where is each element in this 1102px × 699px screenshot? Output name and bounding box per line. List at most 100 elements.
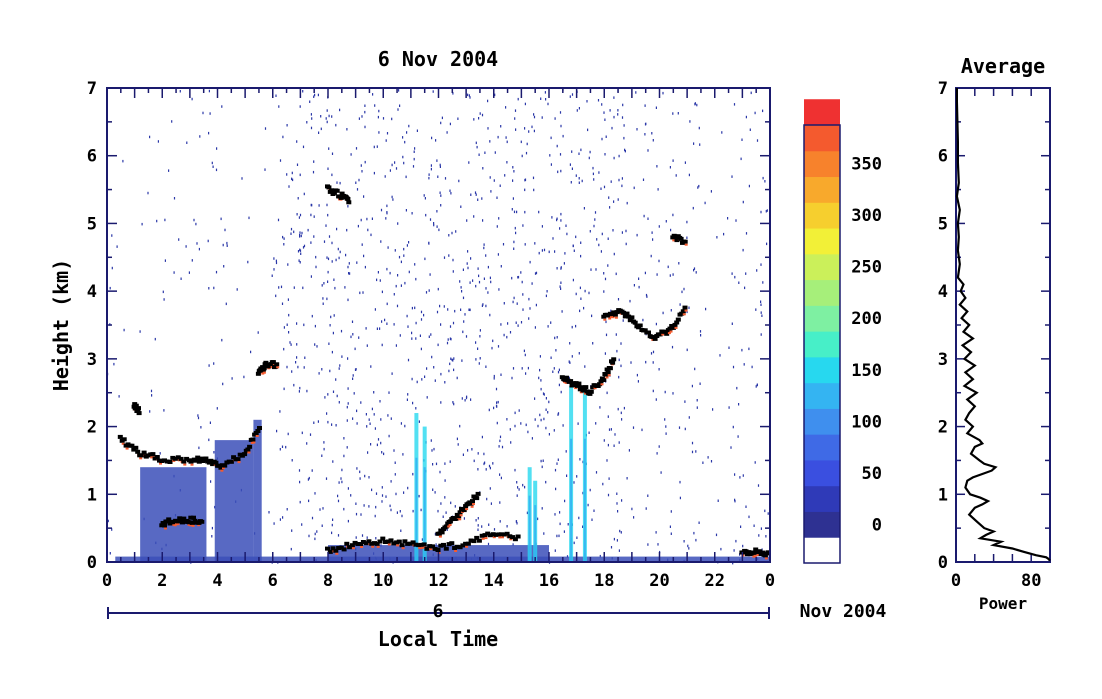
layer-blob (186, 520, 192, 525)
layer-blob (670, 325, 676, 330)
layer-blob (427, 544, 433, 549)
x-tick-label: 12 (428, 571, 448, 591)
layer-blob (410, 540, 416, 545)
layer-blob (263, 360, 269, 365)
layer-core (197, 524, 201, 527)
layer-blob (435, 548, 441, 552)
layer-blob (590, 385, 596, 390)
layer-core (447, 525, 451, 528)
colorbar-labels: 0 50 100 150 200 250 300 350 (851, 155, 882, 536)
layer-blob (575, 383, 580, 388)
colorbar-cell (804, 125, 840, 152)
layer-blob (454, 544, 460, 549)
cloud-layer (601, 305, 688, 341)
profile-frame (955, 87, 1051, 563)
layer-core (396, 544, 400, 547)
layer-blob (255, 429, 261, 433)
layer-blob (673, 234, 679, 239)
profile-y-tick-label: 0 (938, 553, 948, 573)
layer-core (125, 447, 129, 450)
layer-blob (154, 455, 160, 459)
layer-blob (562, 377, 568, 382)
layer-blob (399, 543, 405, 548)
layer-blob (178, 456, 184, 461)
layer-blob (743, 549, 749, 554)
layer-blob (680, 309, 686, 314)
layer-blob (135, 408, 141, 413)
layer-core (481, 537, 485, 540)
y-tick-label: 1 (87, 485, 97, 505)
layer-blob (627, 318, 633, 323)
layer-blob (121, 437, 127, 442)
layer-blob (150, 452, 156, 457)
layer-blob (452, 546, 458, 550)
echo-column-core (423, 467, 426, 562)
layer-core (335, 552, 339, 555)
x-tick-label: 6 (268, 571, 278, 591)
layer-blob (642, 328, 648, 333)
profile-line (955, 88, 1051, 562)
layer-core (458, 518, 462, 521)
x-axis-label: Local Time (378, 627, 498, 651)
layer-blob (662, 329, 668, 334)
layer-blob (135, 449, 141, 454)
layer-blob (199, 519, 205, 524)
layer-core (252, 441, 256, 444)
layer-blob (341, 547, 347, 552)
layer-core (574, 387, 578, 390)
layer-blob (675, 317, 681, 322)
profile-y-tick-label: 2 (938, 418, 948, 438)
layer-core (371, 545, 375, 548)
x-tick-label: 14 (484, 571, 504, 591)
layer-core (593, 387, 597, 390)
layer-blob (195, 455, 201, 460)
colorbar-cell (804, 537, 840, 563)
layer-core (164, 527, 167, 530)
layer-blob (485, 531, 491, 536)
layer-core (756, 554, 760, 556)
layer-blob (583, 385, 589, 390)
layer-blob (261, 366, 267, 371)
layer-core (255, 435, 259, 437)
y-tick-label: 2 (87, 418, 97, 438)
layer-blob (463, 541, 469, 546)
layer-blob (751, 550, 757, 555)
layer-blob (338, 545, 344, 550)
cloud-layer (670, 233, 688, 246)
layer-blob (605, 370, 611, 375)
layer-blob (167, 460, 173, 464)
y-tick-label: 4 (87, 282, 97, 302)
layer-core (121, 442, 125, 445)
layer-blob (355, 542, 361, 546)
colorbar-cells (804, 99, 840, 563)
layer-blob (346, 200, 352, 205)
layer-core (607, 374, 611, 377)
layer-blob (385, 539, 391, 544)
layer-blob (117, 434, 123, 439)
layer-core (684, 309, 688, 312)
profile-y-tick-label: 3 (938, 350, 948, 370)
x-tick-label: 8 (323, 571, 333, 591)
layer-blob (180, 520, 185, 525)
colorbar-cell (804, 331, 840, 358)
layer-blob (369, 541, 375, 546)
layer-blob (460, 543, 466, 548)
layer-blob (208, 458, 214, 463)
colorbar-label: 150 (851, 361, 882, 381)
layer-blob (587, 391, 593, 396)
layer-core (764, 557, 768, 560)
layer-blob (456, 514, 462, 519)
layer-blob (474, 535, 480, 540)
profile-y-tick-label: 1 (938, 485, 948, 505)
y-axis-label: Height (km) (49, 259, 73, 391)
y-tick-label: 3 (87, 350, 97, 370)
layer-blob (611, 357, 617, 362)
layer-blob (621, 310, 627, 315)
layer-core (564, 381, 568, 384)
layer-blob (576, 381, 582, 386)
colorbar-frame (803, 124, 841, 564)
profile-title: Average (961, 54, 1045, 78)
layer-blob (465, 541, 471, 546)
layer-core (418, 547, 422, 550)
